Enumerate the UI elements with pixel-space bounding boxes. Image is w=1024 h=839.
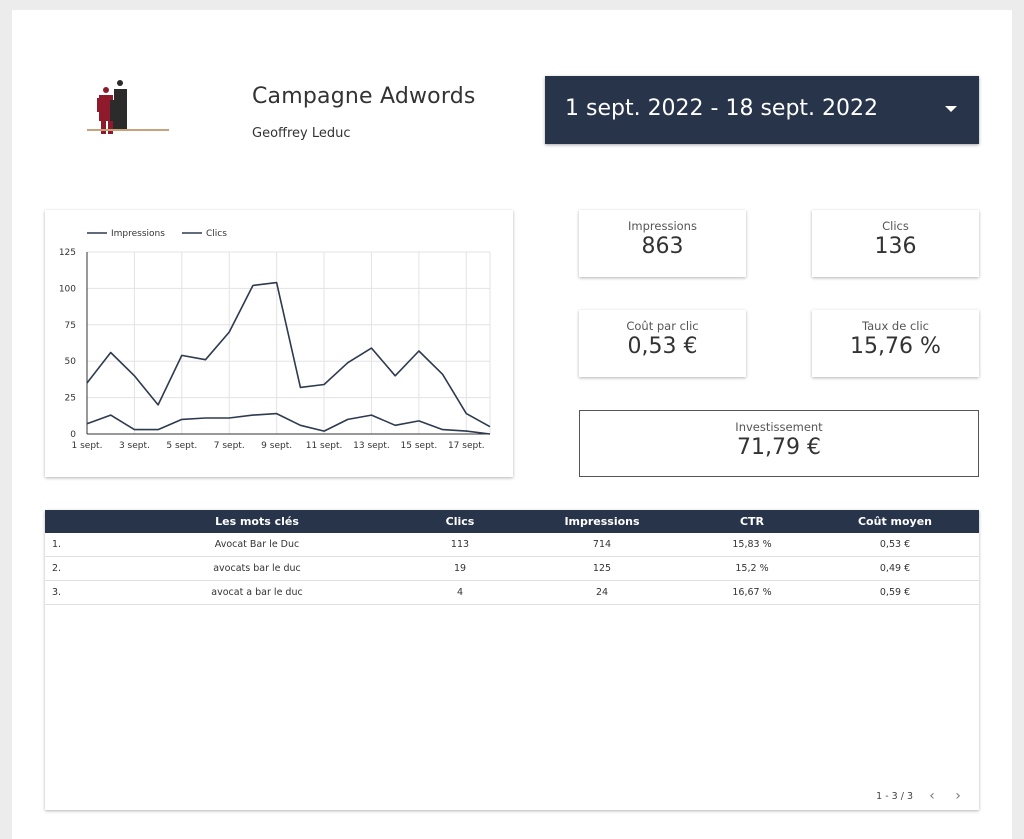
legend-label: Clics [206, 229, 227, 239]
line-chart-svg: 0 25 50 75 100 125 1 sept. 3 sept. 5 sept. 7 sept… [59, 229, 491, 451]
cell-impressions: 714 [592, 539, 612, 550]
row-number: 1. [52, 539, 62, 550]
y-tick-label: 125 [59, 248, 76, 258]
pagination-label: 1 - 3 / 3 [876, 790, 913, 802]
next-page-icon[interactable]: › [955, 788, 961, 804]
page-title: Campagne Adwords [252, 84, 476, 109]
column-header-ctr[interactable]: CTR [739, 515, 765, 528]
kpi-cout-par-clic: Coût par clic 0,53 € [579, 310, 746, 377]
cell-clics: 4 [456, 587, 464, 598]
x-tick-label: 17 sept. [448, 441, 485, 451]
kpi-value: 71,79 € [737, 435, 821, 460]
y-tick-label: 100 [59, 284, 76, 294]
kpi-label: Taux de clic [862, 319, 929, 333]
kpi-label: Coût par clic [626, 319, 699, 333]
row-number: 3. [52, 587, 62, 598]
kpi-clics: Clics 136 [812, 210, 979, 277]
cell-keyword: Avocat Bar le Duc [214, 539, 300, 550]
x-tick-label: 3 sept. [119, 441, 150, 451]
column-header-cout-moyen[interactable]: Coût moyen [857, 515, 933, 528]
table-row: 3. avocat a bar le duc 4 24 16,67 % 0,59… [45, 581, 979, 605]
kpi-value: 0,53 € [627, 334, 698, 359]
row-number: 2. [52, 563, 62, 574]
kpi-value: 15,76 % [850, 334, 941, 359]
page-subtitle: Geoffrey Leduc [252, 126, 351, 141]
column-header-keywords[interactable]: Les mots clés [215, 515, 299, 528]
y-tick-label: 0 [70, 430, 76, 440]
cell-clics: 113 [450, 539, 470, 550]
date-range-picker[interactable]: 1 sept. 2022 - 18 sept. 2022 [545, 76, 979, 144]
x-tick-label: 9 sept. [261, 441, 292, 451]
kpi-value: 863 [641, 234, 684, 259]
table-header: Les mots clés Clics Impressions CTR Coût… [45, 510, 979, 533]
x-tick-label: 5 sept. [166, 441, 197, 451]
kpi-investissement: Investissement 71,79 € [579, 410, 979, 477]
cell-impressions: 125 [592, 563, 612, 574]
time-series-chart: 0 25 50 75 100 125 1 sept. 3 sept. 5 sept. 7 sept… [45, 210, 513, 477]
column-header-impressions[interactable]: Impressions [564, 515, 640, 528]
legend-label: Impressions [111, 229, 165, 239]
column-header-clics[interactable]: Clics [445, 515, 475, 528]
kpi-label: Investissement [735, 420, 823, 434]
kpi-value: 136 [874, 234, 917, 259]
date-range-label: 1 sept. 2022 - 18 sept. 2022 [565, 96, 879, 121]
cell-clics: 19 [453, 563, 467, 574]
x-tick-label: 7 sept. [214, 441, 245, 451]
y-tick-label: 25 [65, 394, 76, 404]
table-row: 1. Avocat Bar le Duc 113 714 15,83 % 0,5… [45, 533, 979, 557]
pagination: 1 - 3 / 3 ‹ › [876, 788, 971, 804]
series-line-clics [86, 412, 491, 435]
cell-ctr: 15,83 % [732, 539, 772, 550]
x-tick-label: 1 sept. [72, 441, 103, 451]
prev-page-icon[interactable]: ‹ [929, 788, 935, 804]
dropdown-caret-icon [945, 106, 957, 112]
kpi-label: Impressions [628, 219, 697, 233]
cell-keyword: avocats bar le duc [213, 563, 301, 574]
kpi-label: Clics [882, 219, 909, 233]
x-tick-label: 11 sept. [306, 441, 343, 451]
series-line-impressions [86, 281, 491, 428]
cell-ctr: 16,67 % [732, 587, 772, 598]
cell-cout-moyen: 0,49 € [879, 563, 911, 574]
keywords-table: Les mots clés Clics Impressions CTR Coût… [45, 510, 979, 810]
table-row: 2. avocats bar le duc 19 125 15,2 % 0,49… [45, 557, 979, 581]
cell-impressions: 24 [595, 587, 609, 598]
x-tick-label: 13 sept. [353, 441, 390, 451]
cell-keyword: avocat a bar le duc [211, 587, 303, 598]
logo [87, 80, 169, 134]
kpi-impressions: Impressions 863 [579, 210, 746, 277]
cell-cout-moyen: 0,53 € [879, 539, 911, 550]
kpi-taux-de-clic: Taux de clic 15,76 % [812, 310, 979, 377]
cell-cout-moyen: 0,59 € [879, 587, 911, 598]
cell-ctr: 15,2 % [735, 563, 769, 574]
y-tick-label: 75 [65, 321, 76, 331]
x-tick-label: 15 sept. [401, 441, 438, 451]
y-tick-label: 50 [65, 357, 77, 367]
